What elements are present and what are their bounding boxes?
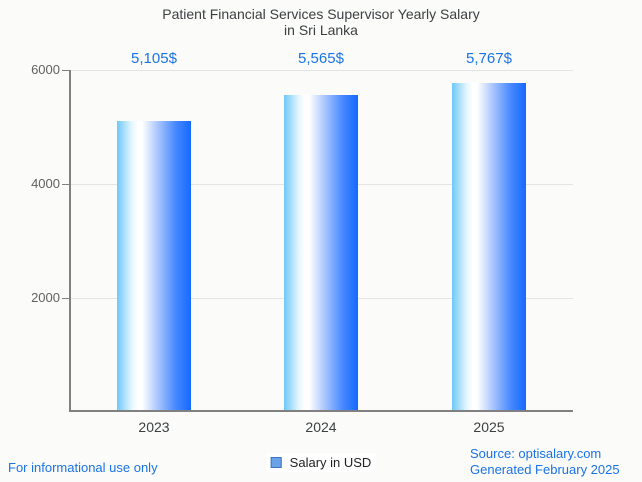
y-tick-2000	[62, 298, 70, 299]
legend-label: Salary in USD	[289, 455, 372, 470]
footer-source-line1: Source: optisalary.com	[470, 446, 602, 461]
x-label-2024: 2024	[305, 419, 337, 435]
chart-title-line2: in Sri Lanka	[284, 22, 358, 38]
bar-2023	[117, 121, 191, 412]
footer-source-line2: Generated February 2025	[470, 462, 620, 477]
y-tick-6000	[62, 70, 70, 71]
y-tick-label-2000: 2000	[31, 290, 60, 305]
chart-title: Patient Financial Services Supervisor Ye…	[0, 6, 642, 38]
chart-title-line1: Patient Financial Services Supervisor Ye…	[162, 6, 480, 22]
footer-source: Source: optisalary.com Generated Februar…	[470, 446, 620, 478]
footer-disclaimer: For informational use only	[8, 460, 158, 475]
x-axis-line	[69, 410, 573, 412]
y-axis-line	[69, 70, 71, 412]
bar-value-label-2024: 5,565$	[298, 50, 344, 67]
y-tick-label-6000: 6000	[31, 62, 60, 77]
y-tick-4000	[62, 184, 70, 185]
x-label-2025: 2025	[473, 419, 505, 435]
bar-2024	[284, 95, 358, 412]
bar-value-label-2025: 5,767$	[466, 50, 512, 67]
y-tick-label-4000: 4000	[31, 176, 60, 191]
legend-marker-icon	[270, 457, 282, 468]
bar-2025	[452, 83, 526, 412]
x-label-2023: 2023	[138, 419, 170, 435]
gridline-6000	[70, 70, 573, 71]
legend: Salary in USD	[266, 453, 376, 472]
bar-value-label-2023: 5,105$	[131, 50, 177, 67]
